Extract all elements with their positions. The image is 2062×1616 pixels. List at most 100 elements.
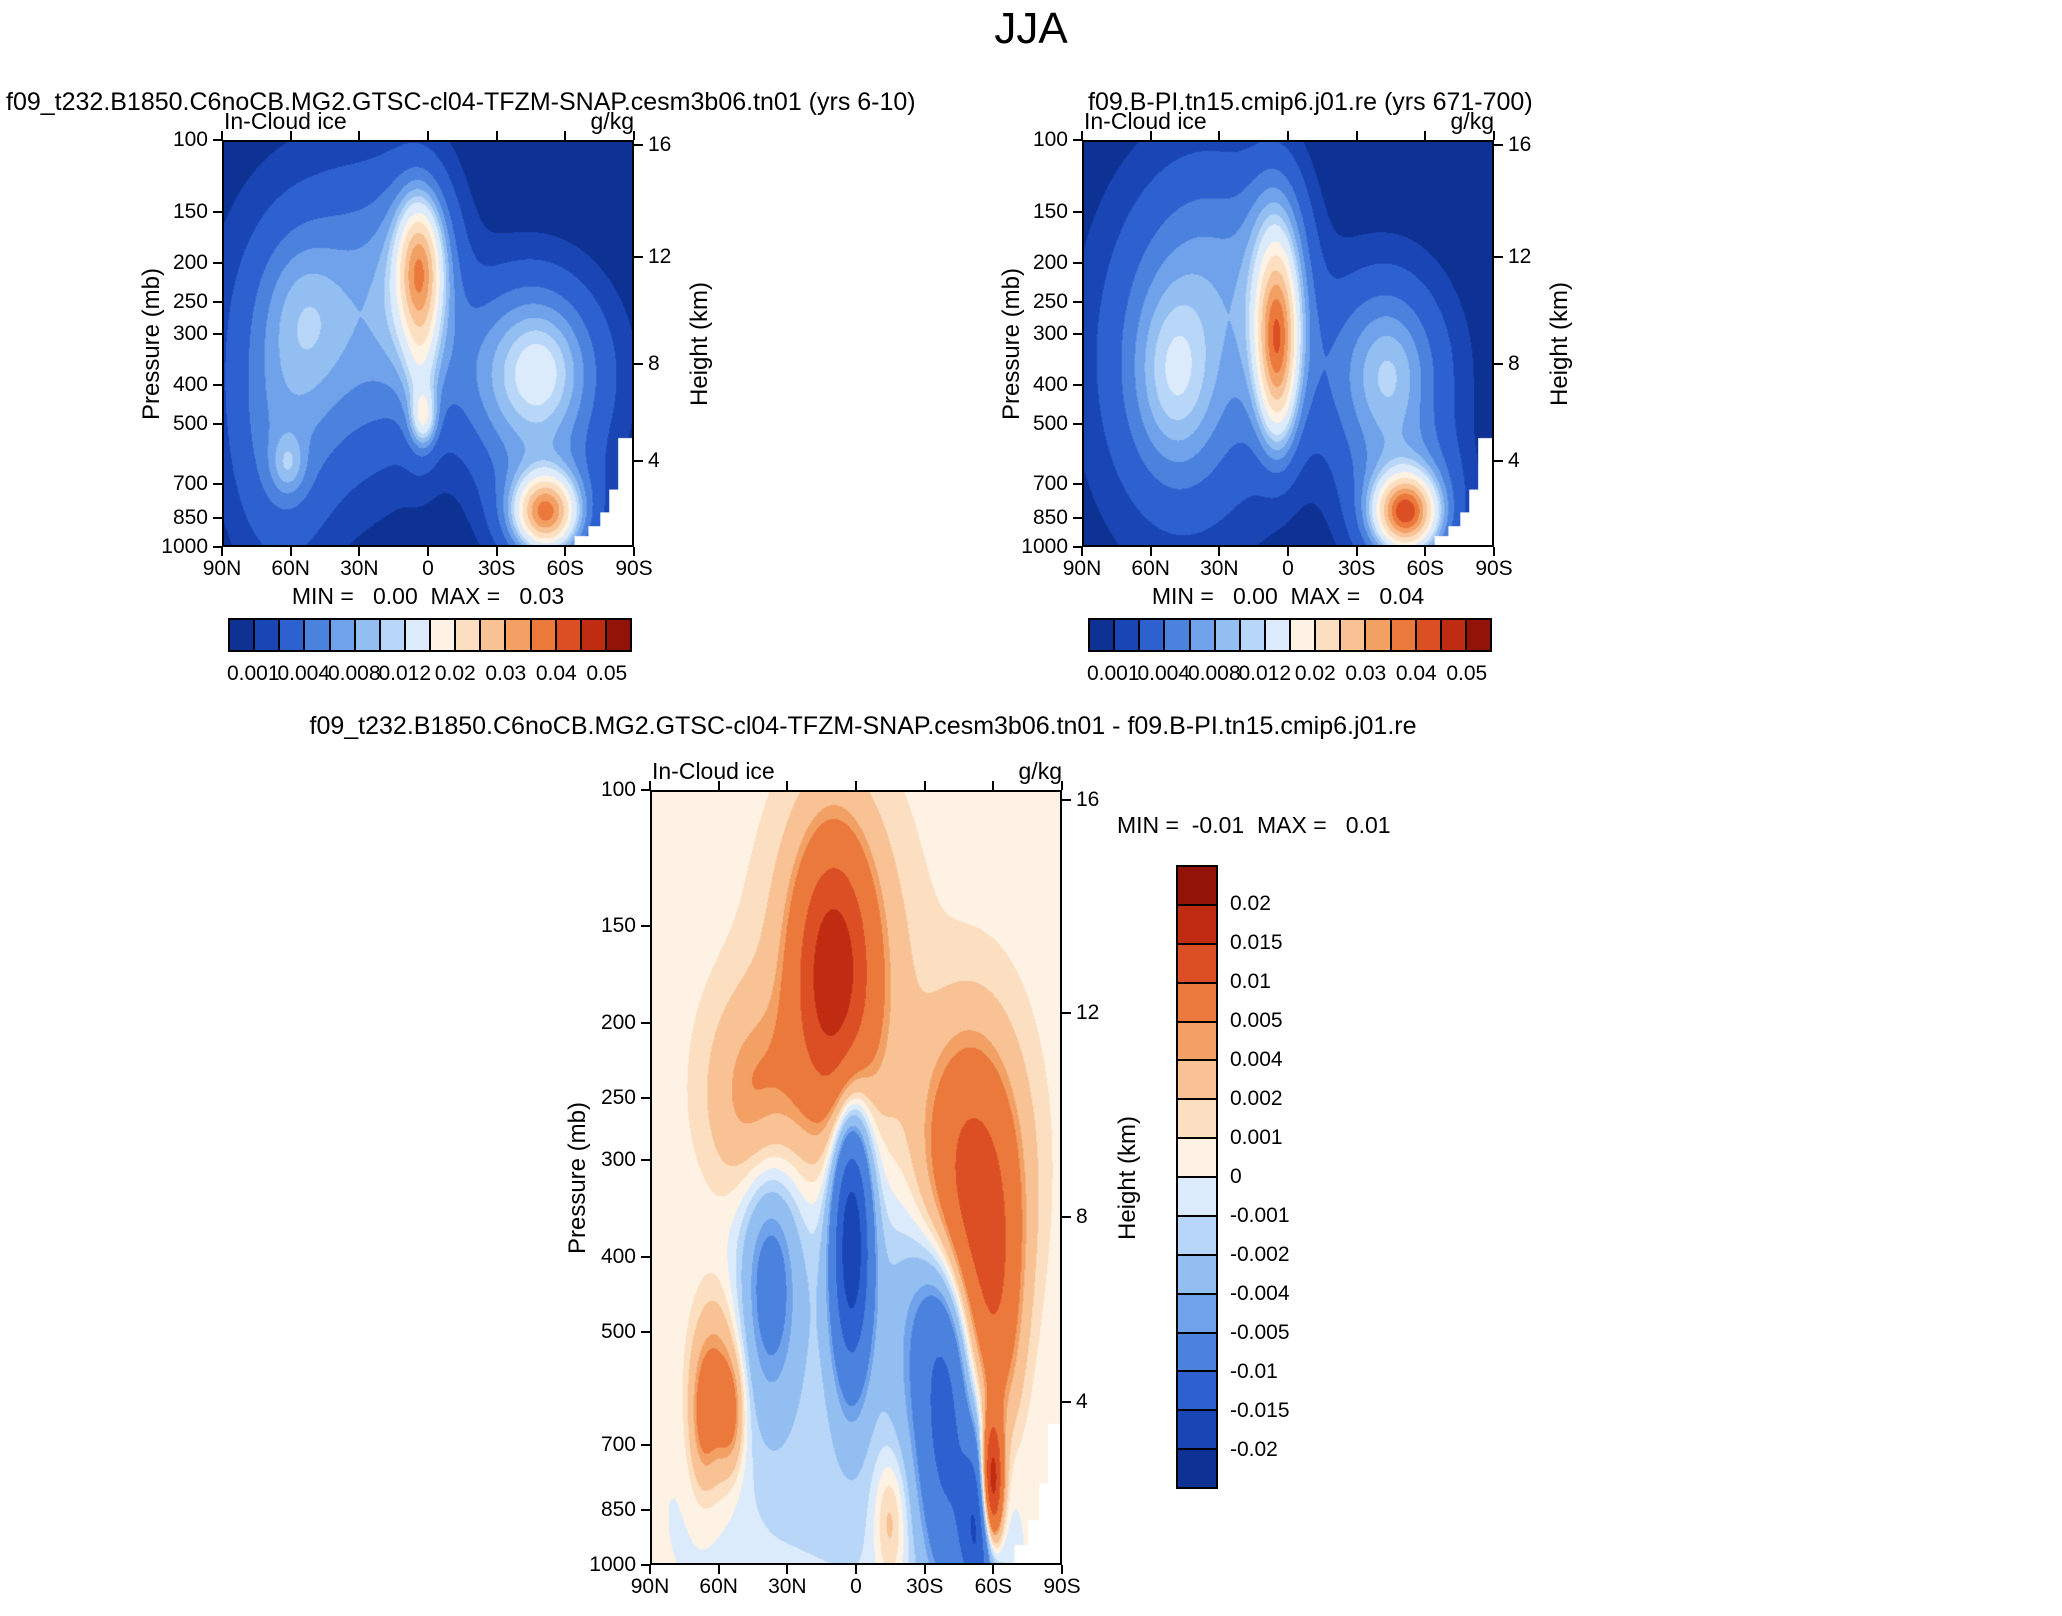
y-tick-mark xyxy=(213,482,222,485)
colorbar-model xyxy=(228,618,632,652)
lat-tick-label: 90N xyxy=(1062,557,1102,580)
colorbar-tick-label: -0.015 xyxy=(1230,1399,1290,1422)
colorbar-tick-label: 0.002 xyxy=(1230,1087,1283,1110)
colorbar-segment xyxy=(554,620,580,650)
panel-control-title: f09.B-PI.tn15.cmip6.j01.re (yrs 671-700) xyxy=(1088,88,1533,116)
lat-tick-label: 90S xyxy=(1043,1575,1081,1598)
colorbar-segment xyxy=(230,620,254,650)
colorbar-segment xyxy=(1178,1020,1216,1060)
pressure-axis-label: Pressure (mb) xyxy=(138,267,165,420)
x-tick-mark xyxy=(855,781,857,790)
pressure-tick-label: 250 xyxy=(600,1086,636,1110)
pressure-axis-label: Pressure (mb) xyxy=(564,1101,591,1254)
colorbar-segment xyxy=(1178,1098,1216,1138)
x-tick-mark xyxy=(923,1565,926,1574)
colorbar-segment xyxy=(1364,620,1390,650)
colorbar-tick-label: -0.005 xyxy=(1230,1321,1290,1344)
x-tick-mark xyxy=(923,781,926,790)
pressure-tick-label: 150 xyxy=(1032,199,1068,223)
height-tick-label: 4 xyxy=(648,449,660,473)
y-tick-mark xyxy=(634,460,643,463)
y-tick-mark xyxy=(213,333,222,336)
y-tick-mark xyxy=(641,1509,650,1512)
contour-panel-control: In-Cloud ice g/kg Pressure (mb) Height (… xyxy=(998,108,1573,580)
colorbar-segment xyxy=(1178,1059,1216,1099)
plot-area xyxy=(1082,140,1494,547)
y-tick-mark xyxy=(1073,261,1082,264)
pressure-tick-label: 200 xyxy=(172,250,208,274)
colorbar-segment xyxy=(429,620,455,650)
colorbar-segment xyxy=(1178,981,1216,1021)
height-tick-label: 16 xyxy=(648,133,672,157)
colorbar-control xyxy=(1088,618,1492,652)
colorbar-segment xyxy=(1238,620,1264,650)
colorbar-tick-label: 0.015 xyxy=(1230,931,1283,954)
contour-panel-diff: In-Cloud ice g/kg Pressure (mb) Height (… xyxy=(564,758,1141,1598)
panel-diff-title: f09_t232.B1850.C6noCB.MG2.GTSC-cl04-TFZM… xyxy=(309,712,1417,740)
x-tick-mark xyxy=(649,1565,651,1574)
minmax-model: MIN = 0.00 MAX = 0.03 xyxy=(291,583,565,609)
x-tick-mark xyxy=(1081,131,1083,140)
lat-tick-label: 90S xyxy=(615,557,653,580)
lat-tick-label: 30N xyxy=(1200,557,1239,580)
x-tick-mark xyxy=(221,547,223,556)
height-tick-label: 12 xyxy=(648,245,672,269)
colorbar-tick-label: -0.001 xyxy=(1230,1204,1290,1227)
y-tick-mark xyxy=(1073,423,1082,426)
y-tick-mark xyxy=(641,1255,650,1258)
x-tick-mark xyxy=(564,547,567,556)
colorbar-tick-label: 0.04 xyxy=(535,662,577,685)
colorbar-tick-label: -0.02 xyxy=(1230,1438,1278,1461)
colorbar-segment xyxy=(479,620,505,650)
x-tick-mark xyxy=(992,1565,995,1574)
colorbar-segment xyxy=(253,620,279,650)
colorbar-segment xyxy=(579,620,605,650)
colorbar-tick-label: 0.001 xyxy=(1086,662,1140,685)
y-tick-mark xyxy=(641,789,650,791)
x-tick-mark xyxy=(289,131,292,140)
y-tick-mark xyxy=(1062,1400,1071,1403)
pressure-tick-label: 100 xyxy=(1032,128,1068,151)
y-tick-mark xyxy=(213,546,222,548)
y-tick-mark xyxy=(634,363,643,366)
contour-panel-model: In-Cloud ice g/kg Pressure (mb) Height (… xyxy=(138,108,713,580)
pressure-tick-label: 150 xyxy=(600,914,636,938)
y-tick-mark xyxy=(641,1564,650,1566)
pressure-tick-label: 700 xyxy=(1032,471,1068,495)
colorbar-segment xyxy=(278,620,304,650)
x-tick-mark xyxy=(1218,547,1221,556)
colorbar-segment xyxy=(604,620,630,650)
y-tick-mark xyxy=(1073,333,1082,336)
height-tick-label: 16 xyxy=(1508,133,1532,157)
colorbar-tick-label: 0.004 xyxy=(277,662,331,685)
colorbar-segment xyxy=(328,620,354,650)
units-label: g/kg xyxy=(1018,758,1062,784)
colorbar-tick-label: 0.03 xyxy=(1345,662,1387,685)
colorbar-tick-label: 0 xyxy=(1230,1165,1242,1188)
x-tick-mark xyxy=(1149,547,1152,556)
colorbar-segment xyxy=(529,620,555,650)
pressure-tick-label: 250 xyxy=(172,289,208,313)
y-tick-mark xyxy=(1494,144,1503,147)
height-tick-label: 12 xyxy=(1508,245,1532,269)
field-label: In-Cloud ice xyxy=(652,758,775,784)
x-tick-mark xyxy=(1081,547,1083,556)
pressure-axis-label: Pressure (mb) xyxy=(998,267,1025,420)
height-tick-label: 8 xyxy=(648,352,660,376)
x-tick-mark xyxy=(495,131,498,140)
plot-area xyxy=(222,140,634,547)
pressure-tick-label: 150 xyxy=(172,199,208,223)
y-tick-mark xyxy=(213,300,222,303)
plot-area xyxy=(650,790,1062,1565)
colorbar-tick-label: -0.002 xyxy=(1230,1243,1290,1266)
y-tick-mark xyxy=(1073,139,1082,141)
x-tick-mark xyxy=(1493,547,1495,556)
colorbar-segment xyxy=(1178,1253,1216,1293)
contour-canvas-control xyxy=(1084,142,1492,545)
colorbar-segment xyxy=(1289,620,1315,650)
x-tick-mark xyxy=(495,547,498,556)
height-tick-label: 16 xyxy=(1076,787,1100,811)
colorbar-segment xyxy=(1389,620,1415,650)
colorbar-tick-label: 0.02 xyxy=(434,662,476,685)
